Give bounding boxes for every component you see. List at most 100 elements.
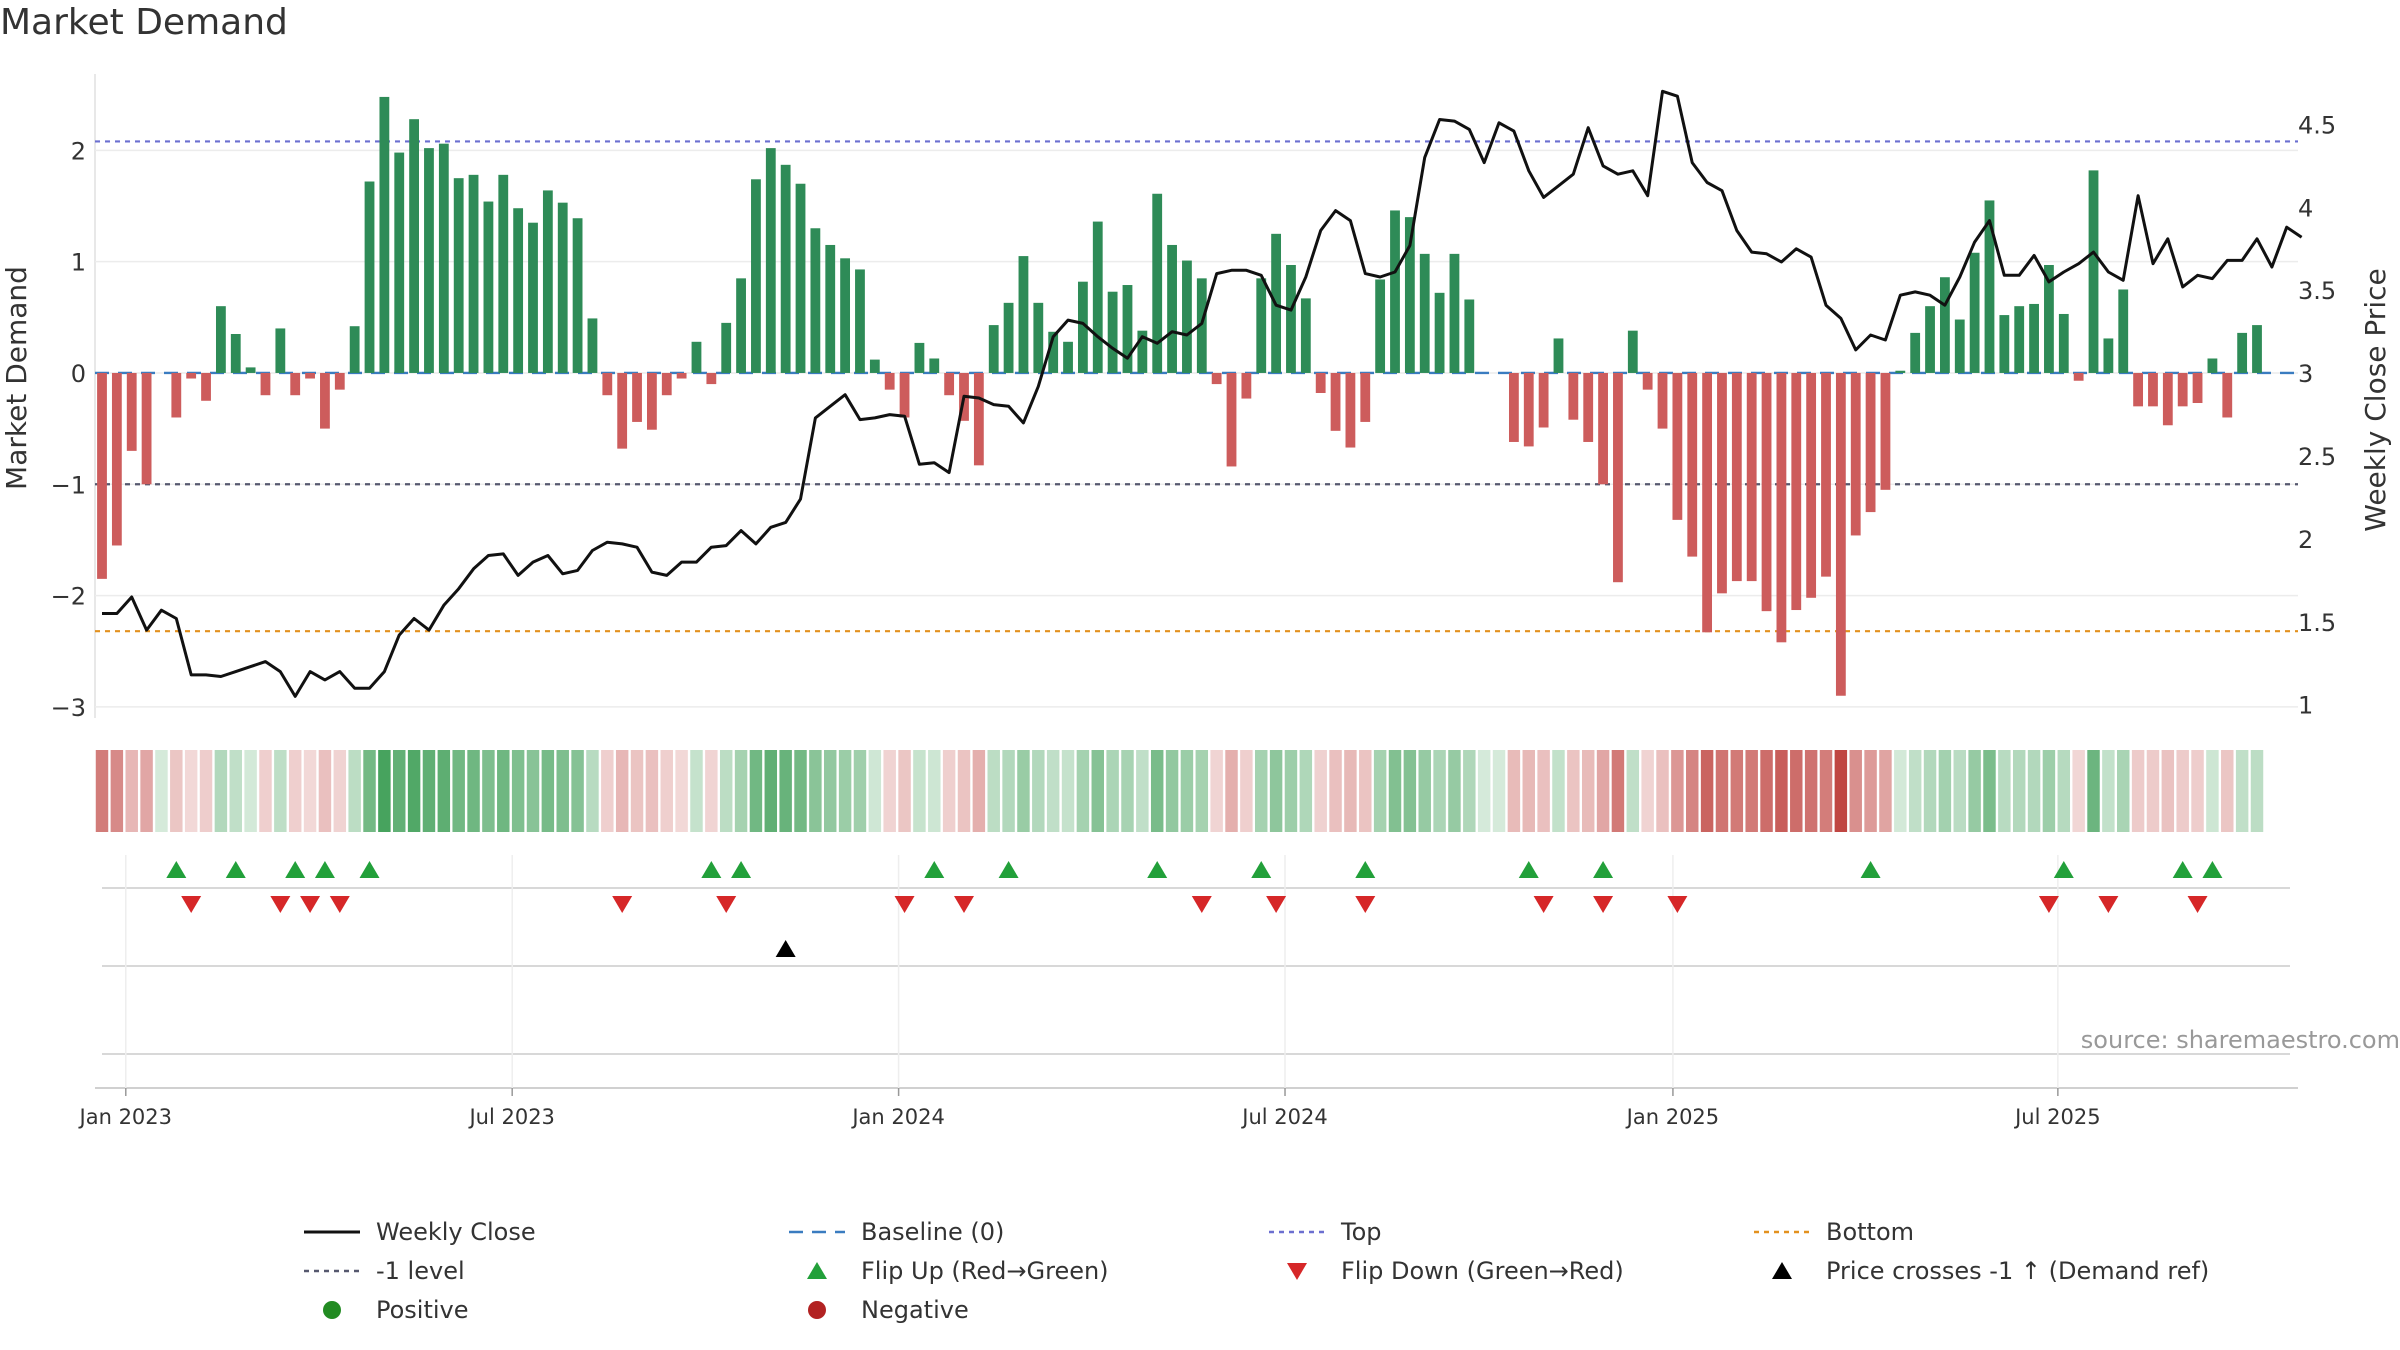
positive-bar [1092, 221, 1103, 373]
flip-down-marker [1533, 896, 1554, 913]
negative-bar [661, 372, 672, 396]
heat-cell [393, 750, 406, 832]
heat-cell [1002, 750, 1015, 832]
heat-cell [1121, 750, 1134, 832]
heat-cell [2087, 750, 2100, 832]
heat-cell [1938, 750, 1952, 832]
legend-label: Flip Up (Red→Green) [861, 1257, 1109, 1285]
y-axis-label: Market Demand [0, 266, 33, 490]
positive-bar [1018, 256, 1029, 373]
negative-bar [1865, 372, 1876, 513]
heat-cell [511, 750, 525, 832]
heat-cell [853, 750, 867, 832]
legend-marker [1287, 1263, 1307, 1280]
positive-bar [1404, 217, 1415, 373]
legend-item: Positive [300, 1293, 469, 1327]
heat-cell [972, 750, 986, 832]
heat-cell [1567, 750, 1580, 832]
positive-bar [721, 322, 732, 373]
y2-tick-label: 3 [2298, 360, 2313, 388]
heat-cell [734, 750, 748, 832]
flip-up-marker [924, 861, 945, 878]
heat-cell [779, 750, 792, 832]
flip-up-marker [2053, 861, 2074, 878]
y2-tick-label: 2.5 [2298, 443, 2336, 471]
heat-cell [1180, 750, 1194, 832]
positive-bar [1107, 291, 1118, 373]
heat-cell [2012, 750, 2026, 832]
heat-cell [645, 750, 659, 832]
legend-label: Negative [861, 1296, 969, 1324]
positive-bar [1300, 298, 1311, 373]
heat-cell [1804, 750, 1818, 832]
heat-cell [1477, 750, 1491, 832]
legend-label: -1 level [376, 1257, 465, 1285]
flip-down-marker [716, 896, 737, 913]
x-tick-label: Jan 2025 [1625, 1105, 1720, 1129]
negative-bar [1821, 372, 1831, 577]
positive-bar [2207, 358, 2218, 373]
positive-bar [1196, 278, 1207, 373]
legend-swatch [323, 1301, 341, 1319]
heat-cell [155, 750, 168, 832]
negative-bar [1642, 372, 1653, 390]
positive-bar [1256, 278, 1267, 373]
heat-cell [1448, 750, 1461, 832]
heat-cell [1581, 750, 1595, 832]
positive-bar [795, 183, 806, 373]
heat-cell [1626, 750, 1640, 832]
heat-cell [348, 750, 361, 832]
legend-swatch [1287, 1263, 1307, 1280]
positive-bar [1553, 338, 1564, 373]
heat-cell [2250, 750, 2264, 832]
heat-cell [452, 750, 465, 832]
x-axis: Jan 2023 Jul 2023 Jan 2024 Jul 2024 Jan 2025… [78, 1088, 2101, 1129]
flip-down-marker [300, 896, 321, 913]
negative-bar [1360, 372, 1371, 422]
negative-bar [617, 372, 628, 449]
flip-down-marker [329, 896, 350, 913]
heat-cell [378, 750, 391, 832]
positive-bar [1033, 302, 1044, 373]
heat-cell [2176, 750, 2189, 832]
heat-cell [928, 750, 941, 832]
negative-bar [1806, 372, 1817, 598]
y-tick-label: 2 [71, 137, 86, 165]
heat-cell [274, 750, 287, 832]
heat-cell [1864, 750, 1877, 832]
flip-up-marker [285, 861, 306, 878]
legend-marker [1772, 1262, 1792, 1279]
positive-bar [2029, 303, 2039, 373]
heat-cell [1240, 750, 1253, 832]
negative-bar [1598, 372, 1608, 485]
flip-down-marker [1593, 896, 1614, 913]
negative-bar [290, 372, 301, 396]
positive-bar [1910, 332, 1921, 373]
heat-cell [1076, 750, 1090, 832]
positive-bar [215, 306, 226, 373]
positive-bar [736, 278, 746, 373]
positive-bar [409, 119, 420, 373]
positive-bar [379, 96, 390, 373]
legend-marker [323, 1301, 341, 1319]
heat-cell [526, 750, 540, 832]
negative-bar [1880, 372, 1891, 490]
heat-cell [1032, 750, 1045, 832]
flip-up-marker [1860, 861, 1881, 878]
positive-bar [572, 218, 583, 373]
negative-bar [1850, 372, 1861, 536]
heat-cell [1700, 750, 1714, 832]
heat-cell [1255, 750, 1268, 832]
positive-bar [1895, 370, 1906, 373]
flip-up-marker [731, 861, 752, 878]
legend-swatch [807, 1262, 827, 1279]
heat-cell [2161, 750, 2175, 832]
heat-cell [2102, 750, 2115, 832]
negative-bar [201, 372, 211, 401]
heat-cell [1983, 750, 1996, 832]
positive-bar [2058, 313, 2069, 373]
heat-cell [1641, 750, 1654, 832]
heat-cell [2221, 750, 2234, 832]
positive-bar [424, 148, 434, 373]
heat-cell [437, 750, 451, 832]
